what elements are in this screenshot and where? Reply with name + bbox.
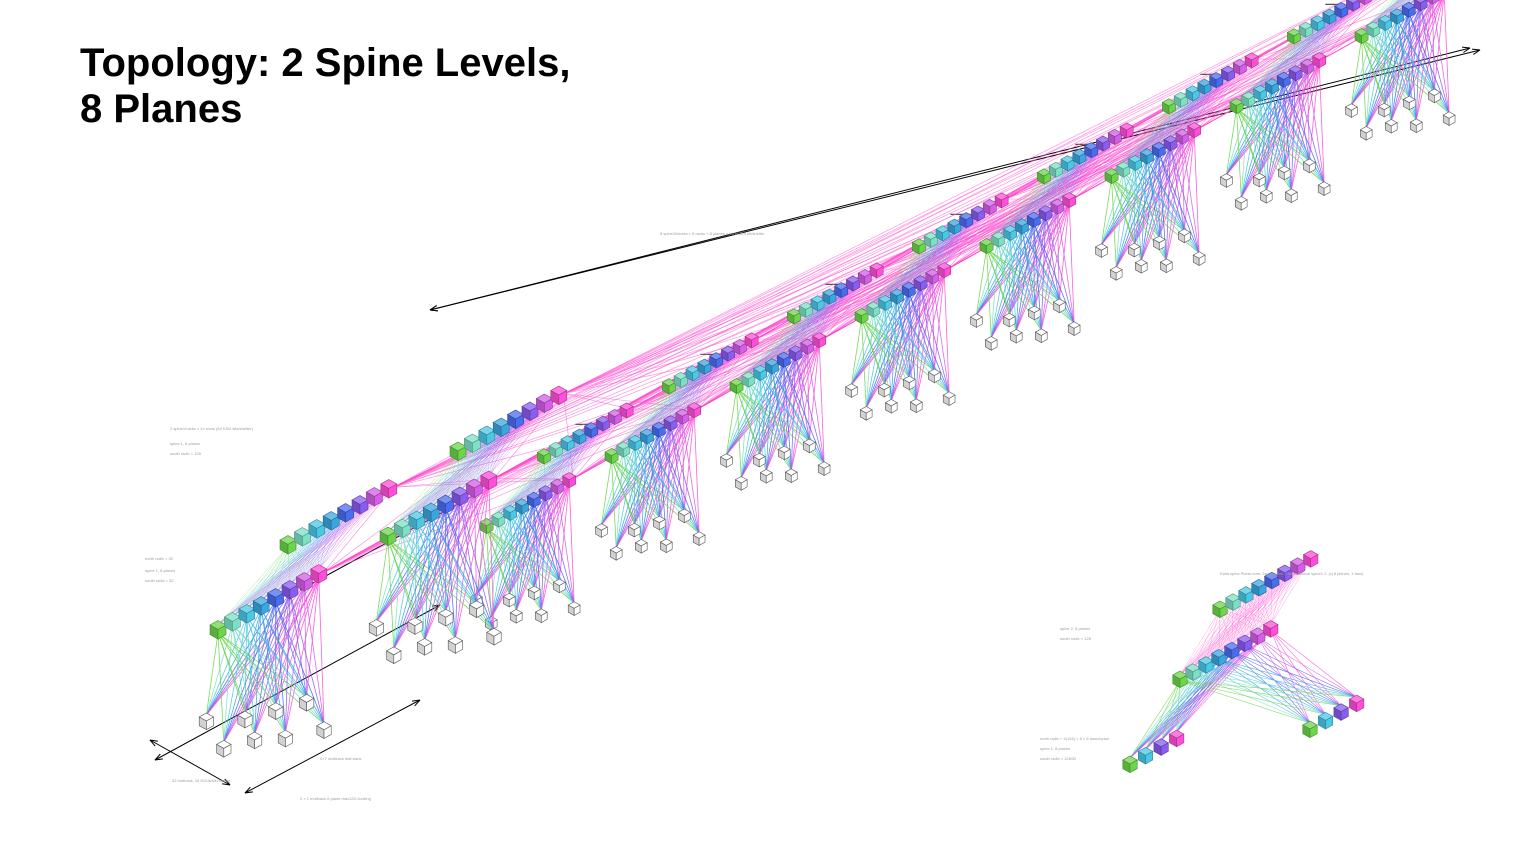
annotation-text: spine 2, 8 planes <box>1060 626 1090 631</box>
annotation-text: 2 × 1 multirack.8 plane.max12l2-hosting <box>300 796 371 801</box>
annotation-text: Kalia spine Plane-num: 2spn/1×5×6.2 as c… <box>1220 571 1364 576</box>
topology-diagram: 2 spine1/racks × 4× mars (64 KDU kits/sh… <box>0 0 1536 864</box>
annotation-text: 2 spine1/racks × 4× mars (64 KDU kits/sh… <box>170 426 254 431</box>
annotation-text: 32 leaf/rack, 16 KDUs/kit-hosting <box>172 778 230 783</box>
right-stacks-layer <box>470 0 1508 630</box>
axes-layer <box>150 0 1480 793</box>
annotation-text: south radix = 32 <box>145 578 174 583</box>
annotation-text: south radix = 128 <box>1060 636 1092 641</box>
annotation-text: spine 1, 8 planes <box>1040 746 1070 751</box>
annotation-text: 0×7 multirack leaf-bank <box>320 756 361 761</box>
annotation-text: south radix = 128 <box>170 451 202 456</box>
inset-layer: Kalia spine Plane-num: 2spn/1×5×6.2 as c… <box>1040 551 1364 773</box>
annotation-text: spine 1, 8 planes <box>170 441 200 446</box>
annotation-text: south radix = 128/32 <box>1040 756 1077 761</box>
annotation-text: north radix = 32 <box>145 556 174 561</box>
annotation-text: spine 1, 8 planes <box>145 568 175 573</box>
annotation-text: 8 spine2/blocks × 8 racks × 8 planes × t… <box>660 231 765 236</box>
annotation-text: north radix = 4(128) × 8 × 8 launchplan <box>1040 736 1109 741</box>
